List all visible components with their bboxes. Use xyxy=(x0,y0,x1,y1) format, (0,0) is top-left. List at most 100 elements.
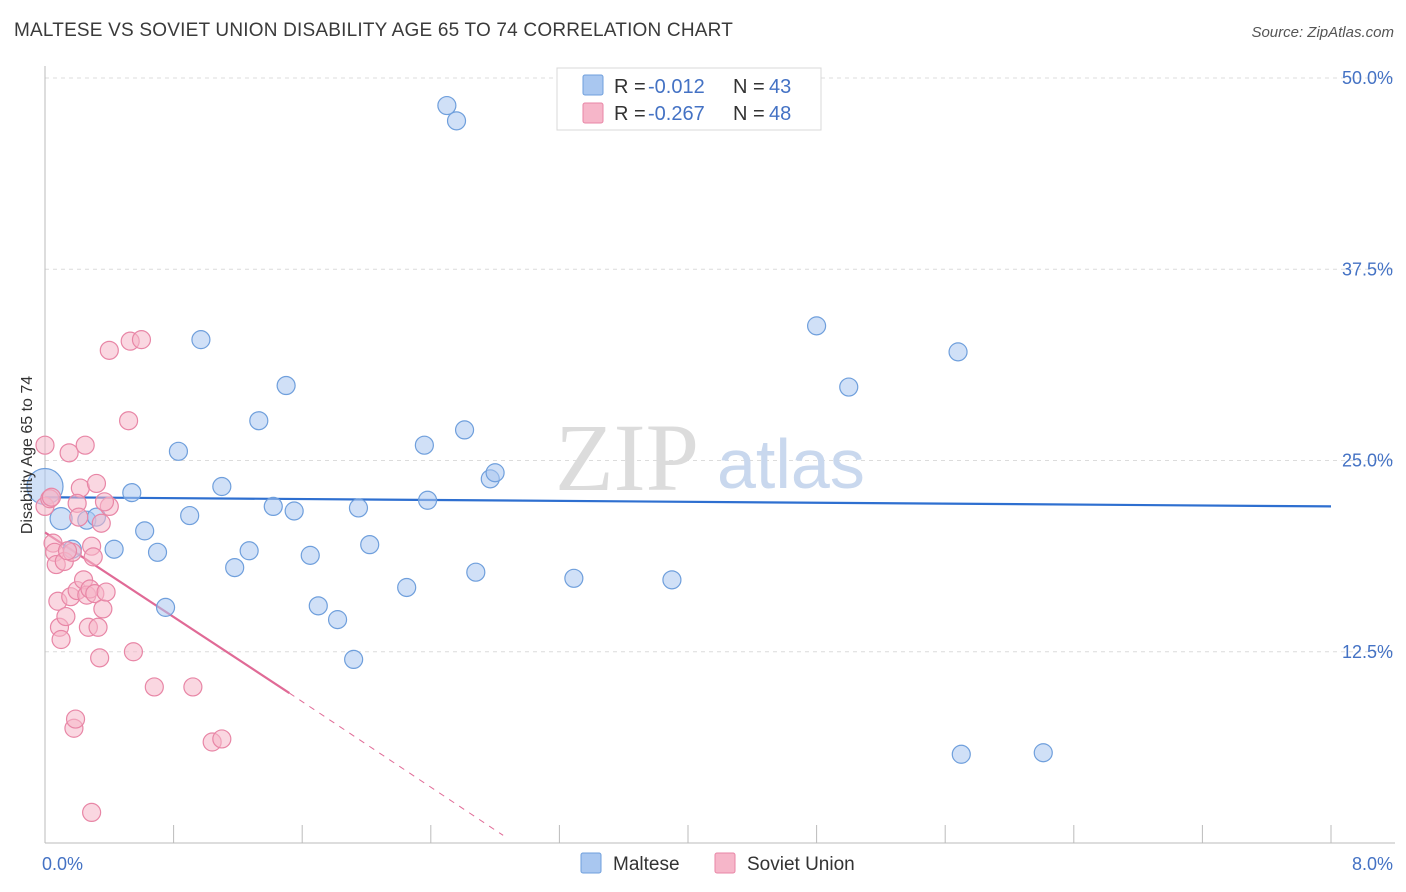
y-tick-label: 25.0% xyxy=(1342,451,1393,471)
data-point xyxy=(94,492,115,512)
trend-line-maltese xyxy=(44,496,1332,508)
data-point xyxy=(57,541,78,561)
data-point xyxy=(191,330,211,350)
data-point xyxy=(59,443,79,463)
legend-n-label-2: N = xyxy=(733,103,765,125)
data-point xyxy=(131,330,152,350)
data-point xyxy=(212,476,232,497)
data-point xyxy=(155,597,176,617)
data-point xyxy=(327,610,348,630)
x-tick-label-min: 0.0% xyxy=(42,854,83,874)
bottom-legend-soviet: Soviet Union xyxy=(747,854,855,875)
data-point xyxy=(300,545,320,565)
data-point xyxy=(168,441,189,461)
data-point xyxy=(180,505,200,526)
data-point xyxy=(88,617,108,637)
data-point xyxy=(263,496,283,516)
data-point xyxy=(284,501,304,521)
series-maltese-points xyxy=(26,95,1053,764)
data-point xyxy=(951,744,971,764)
legend-n-value-2: 48 xyxy=(769,103,791,125)
bottom-swatch-soviet xyxy=(714,852,736,874)
data-point xyxy=(249,411,269,431)
data-point xyxy=(75,435,95,455)
legend-r-label-1: R = xyxy=(614,76,646,98)
data-point xyxy=(948,342,968,362)
x-tick-label-max: 8.0% xyxy=(1352,854,1393,874)
data-point xyxy=(56,606,76,627)
data-point xyxy=(65,709,86,729)
legend-n-label-1: N = xyxy=(733,76,765,98)
data-point xyxy=(91,513,111,533)
watermark-atlas: atlas xyxy=(717,425,865,503)
data-point xyxy=(466,562,486,582)
data-point xyxy=(147,542,168,562)
data-point xyxy=(348,498,369,518)
source-label: Source: ZipAtlas.com xyxy=(1251,24,1394,41)
legend-swatch-soviet xyxy=(582,102,604,124)
data-point xyxy=(123,642,144,662)
data-point xyxy=(454,420,475,440)
legend-box: R = -0.012 N = 43 R = -0.267 N = 48 xyxy=(556,67,822,131)
grid-lines xyxy=(45,77,1395,653)
legend-n-value-1: 43 xyxy=(769,76,791,98)
chart-title: MALTESE VS SOVIET UNION DISABILITY AGE 6… xyxy=(14,20,734,41)
trend-line-extension xyxy=(289,692,504,836)
data-point xyxy=(446,111,467,131)
trend-lines xyxy=(44,496,1332,836)
data-point xyxy=(90,648,110,668)
data-point xyxy=(806,316,827,336)
bottom-swatch-maltese xyxy=(580,852,602,874)
data-point xyxy=(122,483,142,503)
data-point xyxy=(344,649,364,670)
watermark-zip: ZIP xyxy=(555,404,699,511)
data-point xyxy=(118,411,139,431)
data-point xyxy=(485,463,505,483)
data-point xyxy=(144,677,164,697)
data-point xyxy=(104,539,124,559)
data-point xyxy=(1033,743,1053,763)
y-axis-label: Disability Age 65 to 74 xyxy=(19,376,36,534)
data-point xyxy=(360,535,380,555)
data-point xyxy=(82,802,102,823)
data-point xyxy=(839,377,859,397)
data-point xyxy=(135,521,155,541)
data-point xyxy=(93,599,113,619)
series-soviet-union-points xyxy=(35,330,232,823)
y-tick-label: 50.0% xyxy=(1342,68,1393,88)
data-point xyxy=(41,487,62,507)
bottom-legend: Maltese Soviet Union xyxy=(580,852,855,875)
data-point xyxy=(69,507,89,527)
data-point xyxy=(662,570,682,590)
watermark: ZIP atlas xyxy=(555,404,865,511)
bottom-legend-maltese: Maltese xyxy=(613,854,680,875)
data-point xyxy=(96,582,116,602)
y-tick-label: 37.5% xyxy=(1342,259,1393,279)
data-point xyxy=(212,729,232,749)
data-point xyxy=(35,435,55,455)
data-point xyxy=(99,340,119,360)
data-point xyxy=(225,557,245,578)
axes xyxy=(44,66,1395,844)
data-point xyxy=(51,629,71,650)
data-points xyxy=(26,95,1053,823)
data-point xyxy=(437,95,457,116)
y-tick-labels: 12.5% 25.0% 37.5% 50.0% xyxy=(1342,68,1393,662)
data-point xyxy=(564,568,584,588)
data-point xyxy=(183,677,203,697)
data-point xyxy=(417,490,438,510)
data-point xyxy=(239,541,259,561)
legend-swatch-maltese xyxy=(582,74,604,96)
data-point xyxy=(276,375,296,396)
data-point xyxy=(397,577,417,598)
data-point xyxy=(86,473,107,494)
legend-r-value-2: -0.267 xyxy=(648,103,705,125)
x-tick-labels: 0.0% 8.0% xyxy=(42,854,1393,874)
y-tick-label: 12.5% xyxy=(1342,642,1393,662)
legend-r-label-2: R = xyxy=(614,103,646,125)
data-point xyxy=(414,435,434,455)
data-point xyxy=(83,547,103,567)
legend-r-value-1: -0.012 xyxy=(648,76,705,98)
data-point xyxy=(308,596,328,616)
